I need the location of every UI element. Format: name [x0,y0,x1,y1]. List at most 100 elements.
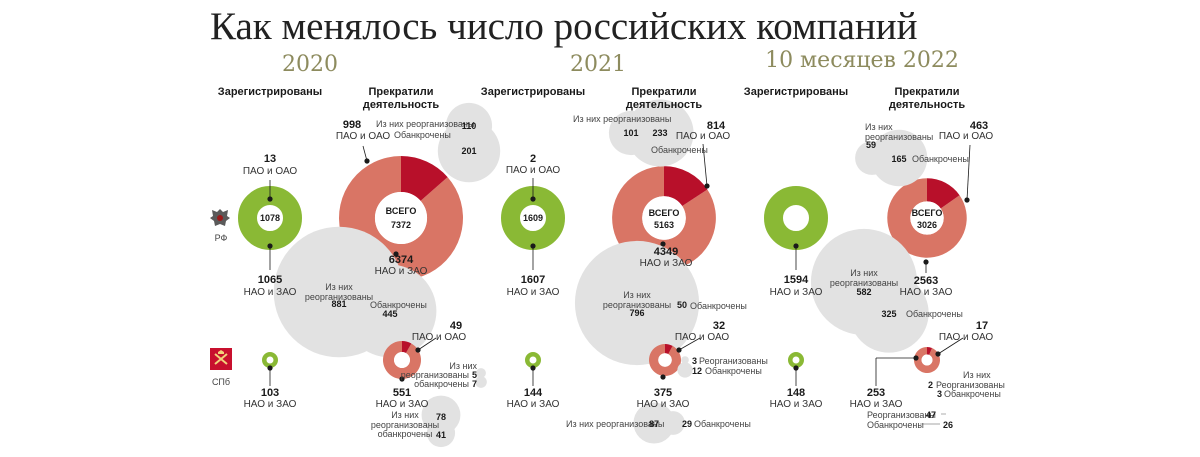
spb-reg-donut-2021 [525,352,541,368]
spb-reg-nao-2021: 144 [523,387,543,399]
spb-stop-pao-leader-2022 [937,337,964,355]
spb-stop-nao-2022: 253 [866,387,886,399]
stop-nao-bankrupt-bubble-2022 [849,273,929,353]
stop-nao-reorg-2020: 881 [331,299,347,309]
stop-total-label-2020: ВСЕГО [385,206,417,216]
spb-stop-nao-dot-2021 [660,374,666,380]
stop-pao-label-2022: ПАО и ОАО [938,131,994,142]
spb-stop-pao-leader-2020 [417,337,437,351]
stop-pao-label-2020: ПАО и ОАО [335,131,391,142]
spb-stop-donut-2022-hole [921,354,933,366]
reg-nao-label-2021: НАО и ЗАО [506,287,560,298]
spb-stop-nao-2020: 551 [392,387,412,399]
stop-pao-reorg-2021: 101 [623,128,639,138]
reg-nao-2020: 1065 [257,274,283,286]
spb-stop-nao-reorg-2020: 78 [435,412,447,422]
stop-nao-bankrupt-2020: 445 [382,309,398,319]
stop-nao-reorg-2022: 582 [856,287,872,297]
spb-stop-pao-bankrupt-bubble-2020 [475,376,487,388]
header-stopped-2020: Прекратили деятельность [362,86,440,111]
spb-stop-pao-reorg-2021: 3 [692,356,698,366]
stop-nao-reorg-label-2022: Из них реорганизованы [829,268,899,289]
spb-stop-nao-reorg-2021: 87 [648,419,660,429]
spb-reg-nao-label-2022: НАО и ЗАО [769,399,823,410]
stop-nao-reorg-2021: 796 [629,308,645,318]
header-registered-2020: Зарегистрированы [217,86,323,98]
stop-pao-bankrupt-label-2020: Обанкрочены [394,130,451,140]
stop-total-2022: 3026 [916,220,938,230]
spb-stop-pao-bankrupt-2021: 12 [692,366,703,376]
spb-stop-nao-label-2021: НАО и ЗАО [636,399,690,410]
spb-stop-nao-reorg-2022: 47 [926,410,937,420]
header-registered-2022: Зарегистрированы [743,86,849,98]
spb-stop-donut-2020-nao-slice [383,341,422,379]
reg-total-2021: 1609 [522,213,544,223]
year-2020: 2020 [282,52,338,77]
stop-nao-bankrupt-label-2020: Обанкрочены [370,300,427,310]
stop-nao-label-2020: НАО и ЗАО [374,266,428,277]
reg-pao-label-2020: ПАО и ОАО [242,166,298,177]
spb-stop-pao-reorg-2022: 2 [928,380,934,390]
spb-stop-nao-reorg-label-2020: Из них реорганизованы [370,410,440,431]
spb-reg-nao-label-2021: НАО и ЗАО [506,399,560,410]
stop-pao-2021: 814 [706,120,726,132]
spb-stop-pao-2022: 17 [975,320,989,332]
stop-pao-label-2021: ПАО и ОАО [675,131,731,142]
stop-total-2020: 7372 [390,220,412,230]
stop-donut-2022-hole [910,201,944,235]
stop-pao-bankrupt-2020: 201 [461,146,477,156]
spb-stop-pao-ofthem-2022: Из них [963,370,991,380]
spb-stop-nao-bankrupt-label-2020: обанкрочены [377,429,433,439]
spb-stop-donut-2021-nao-slice [648,344,681,377]
spb-stop-donut-2021-hole [658,353,672,367]
spb-stop-pao-bankrupt-2020: 7 [472,379,478,389]
spb-stop-donut-2020-hole [394,352,410,368]
stop-nao-dot-2021 [660,241,666,247]
spb-stop-pao-reorg-bubble-2021 [681,356,689,364]
stop-nao-2020: 6374 [388,254,414,266]
stop-pao-bankrupt-bubble-2020 [437,119,501,183]
stop-nao-dot-2020 [393,251,399,257]
stop-donut-2020-hole [374,191,428,245]
spb-flag-icon [210,348,232,370]
spb-stop-donut-2021-pao-slice [665,344,673,355]
spb-stop-pao-reorg-label-2021: Реорганизованы [699,356,768,366]
stop-nao-reorg-label-2020: Из них реорганизованы [304,282,374,303]
reg-nao-label-2020: НАО и ЗАО [243,287,297,298]
reg-pao-2020: 13 [263,153,277,165]
spb-stop-donut-2020-pao-slice [402,341,412,354]
chart-title: Как менялось число российских компаний [210,5,918,48]
reg-total-2020: 1078 [259,213,281,223]
spb-reg-donut-2020 [262,352,278,368]
spb-stop-pao-label-2022: ПАО и ОАО [938,332,994,343]
spb-stop-pao-reorg-bubble-2020 [476,368,486,378]
spb-stop-pao-reorg-label-2020: реорганизованы [400,370,469,380]
stop-pao-2022: 463 [969,120,989,132]
stop-nao-bankrupt-2021: 50 [677,300,688,310]
stop-nao-label-2022: НАО и ЗАО [899,287,953,298]
stop-nao-bankrupt-bubble-2020 [343,264,437,358]
spb-stop-pao-bankrupt-label-2022: Обанкрочены [944,389,1001,399]
spb-stop-nao-reorg-label-2022: Реорганизованы [867,410,936,420]
stop-nao-bankrupt-2022: 325 [881,309,897,319]
stop-donut-2022-nao-slice [887,178,967,258]
stop-total-label-2022: ВСЕГО [911,208,943,218]
spb-stop-pao-bankrupt-2022: 3 [937,389,943,399]
stop-pao-bankrupt-2022: 165 [891,154,907,164]
stop-pao-bankrupt-label-2021: Обанкрочены [651,145,708,155]
stop-pao-2020: 998 [342,119,362,131]
spb-stop-pao-bankrupt-label-2020: обанкрочены [414,379,469,389]
stop-total-2021: 5163 [653,220,675,230]
spb-stop-pao-leader-2021 [678,337,701,351]
stop-pao-bankrupt-2021: 233 [652,128,668,138]
spb-reg-donut-2022 [788,352,804,368]
reg-pao-2021: 2 [529,153,537,165]
russia-emblem-icon [210,209,230,226]
stop-pao-leader-2021 [702,143,708,187]
stop-nao-bankrupt-label-2021: Обанкрочены [690,301,747,311]
spb-stop-nao-bankrupt-label-2022: Обанкрочены [867,420,924,430]
header-stopped-2021: Прекратили деятельность [625,86,703,111]
spb-stop-nao-2021: 375 [653,387,673,399]
spb-stop-nao-label-2020: НАО и ЗАО [375,399,429,410]
spb-stop-donut-2022-nao-slice [914,347,941,373]
